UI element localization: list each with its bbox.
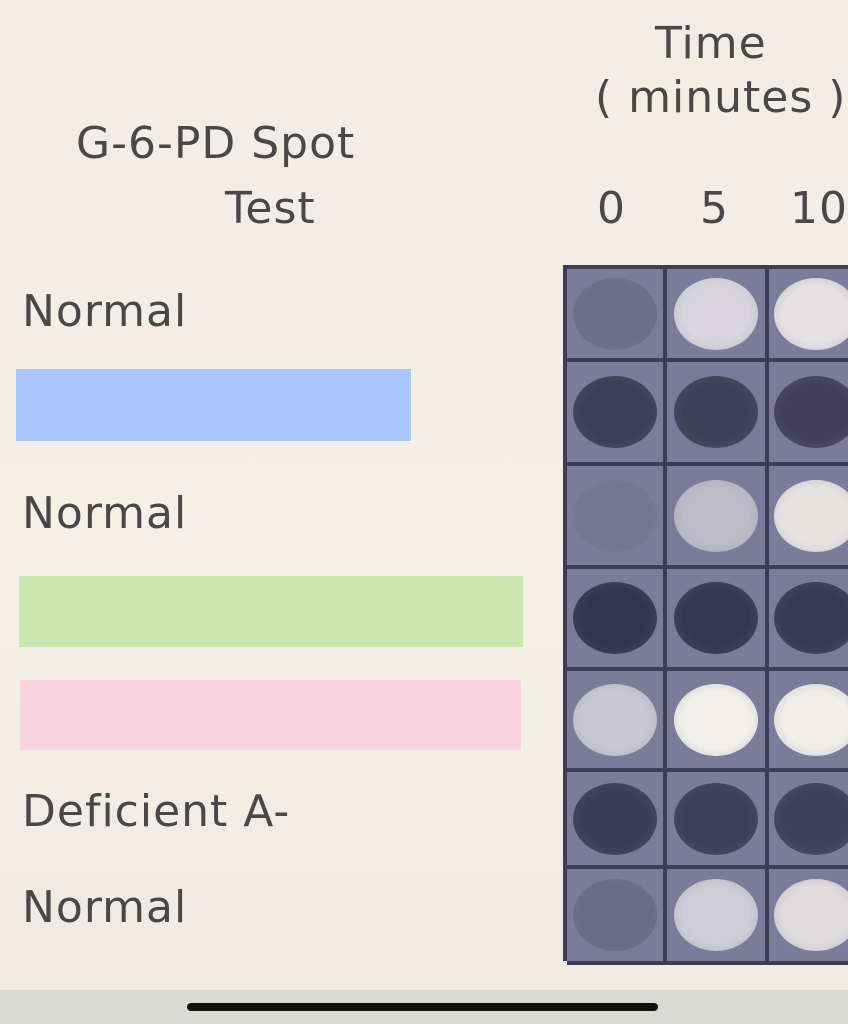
grid-cell [667, 466, 769, 569]
grid-cell [567, 466, 667, 569]
grid-cell [667, 772, 769, 869]
redaction-bar-green [19, 576, 523, 647]
grid-cell [567, 362, 667, 466]
test-spot [774, 277, 848, 350]
grid-cell [567, 772, 667, 869]
test-spot [774, 582, 848, 654]
grid-cell [769, 671, 848, 772]
test-spot [674, 683, 758, 756]
test-spot [774, 376, 848, 448]
test-spot [774, 479, 848, 552]
test-spot [573, 479, 657, 552]
title-line-2: Test [225, 183, 316, 234]
redaction-bar-blue [16, 369, 411, 441]
test-spot [674, 376, 758, 448]
grid-cell [769, 569, 848, 671]
grid-cell [769, 869, 848, 965]
row-label-7: Normal [22, 882, 188, 933]
home-indicator[interactable] [187, 1003, 658, 1011]
redaction-bar-pink [20, 680, 521, 750]
test-spot [774, 782, 848, 855]
grid-cell [769, 466, 848, 569]
test-spot [573, 582, 657, 654]
time-col-5: 5 [700, 183, 729, 234]
test-spot [573, 879, 657, 951]
grid-cell [567, 569, 667, 671]
grid-cell [769, 772, 848, 869]
test-spot [573, 782, 657, 855]
test-spot [674, 479, 758, 552]
time-col-10: 10 [790, 183, 848, 234]
grid-cell [769, 269, 848, 362]
time-col-0: 0 [597, 183, 626, 234]
grid-cell [769, 362, 848, 466]
test-spot [674, 582, 758, 654]
slide-image: G-6-PD Spot Test Time ( minutes ) 0 5 10… [0, 0, 848, 990]
title-line-1: G-6-PD Spot [76, 118, 356, 169]
grid-cell [667, 869, 769, 965]
test-spot [573, 376, 657, 448]
time-header-unit: ( minutes ) [595, 72, 847, 123]
row-label-6: Deficient A- [22, 786, 291, 837]
test-spot [573, 277, 657, 350]
grid-cell [567, 269, 667, 362]
grid-cell [667, 362, 769, 466]
spot-test-grid [563, 265, 848, 965]
test-spot [674, 879, 758, 951]
row-label-3: Normal [22, 488, 188, 539]
test-spot [774, 683, 848, 756]
grid-cell [667, 569, 769, 671]
grid-cell [667, 671, 769, 772]
test-spot [774, 879, 848, 951]
grid-cell [567, 671, 667, 772]
grid-cell [567, 869, 667, 965]
row-label-1: Normal [22, 286, 188, 337]
test-spot [674, 782, 758, 855]
time-header-label: Time [655, 18, 767, 69]
test-spot [573, 683, 657, 756]
grid-cell [667, 269, 769, 362]
test-spot [674, 277, 758, 350]
